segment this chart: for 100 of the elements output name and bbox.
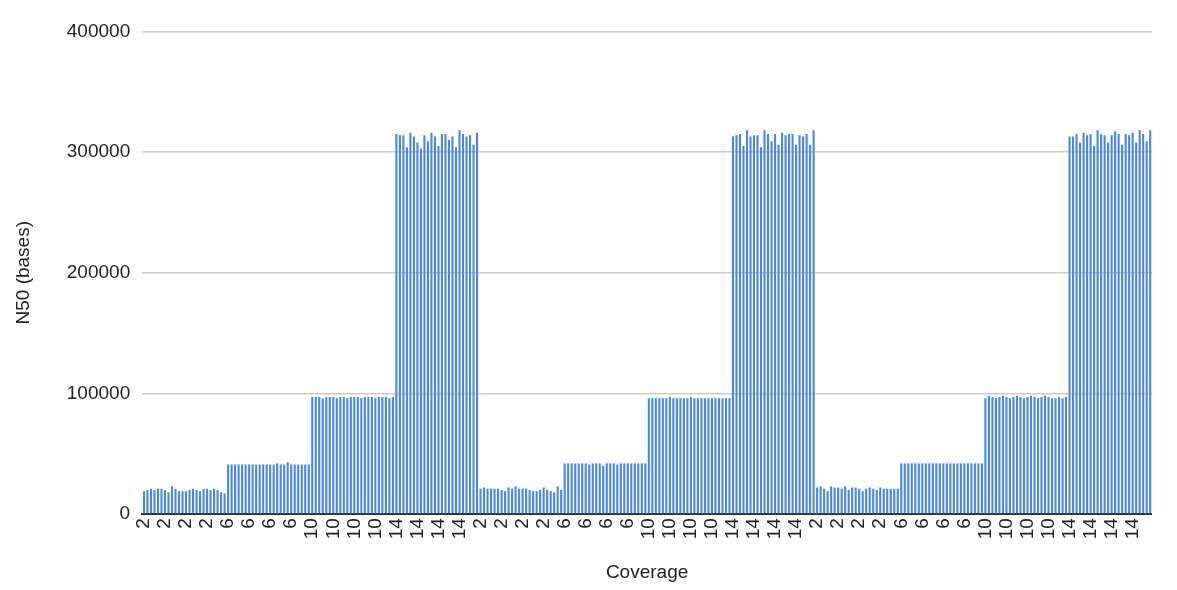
- bar: [752, 135, 756, 514]
- bar: [994, 398, 997, 514]
- bar: [966, 463, 969, 514]
- bar: [865, 488, 868, 514]
- bar: [1040, 397, 1043, 514]
- x-tick-label: 2: [805, 518, 827, 529]
- bar: [791, 133, 794, 514]
- bar: [1026, 397, 1029, 514]
- bar: [1138, 130, 1141, 514]
- bar: [766, 133, 770, 514]
- x-tick-label: 14: [384, 517, 406, 540]
- bar: [339, 397, 342, 514]
- bar: [1128, 135, 1131, 514]
- bar: [297, 464, 300, 514]
- x-axis-title: Coverage: [605, 560, 689, 582]
- bar: [1043, 395, 1047, 514]
- x-tick-label: 6: [889, 518, 911, 529]
- bar: [149, 488, 153, 514]
- bar: [858, 488, 861, 514]
- bar: [318, 397, 321, 514]
- bar: [255, 464, 258, 514]
- bar: [430, 132, 433, 514]
- bar: [160, 488, 163, 514]
- bar: [1100, 133, 1103, 514]
- x-tick-label: 6: [952, 518, 974, 529]
- y-axis-title: N50 (bases): [11, 220, 33, 325]
- bar: [163, 489, 167, 514]
- x-tick-label: 6: [594, 518, 616, 529]
- bar: [367, 397, 370, 514]
- bar: [475, 132, 479, 514]
- bar: [1096, 130, 1099, 514]
- y-tick-label: 0: [119, 502, 131, 524]
- x-tick-label: 10: [679, 518, 701, 540]
- x-tick-label: 10: [700, 518, 722, 540]
- x-tick-label: 14: [721, 517, 743, 540]
- bar: [784, 135, 787, 514]
- bar: [1033, 397, 1036, 514]
- x-tick-label: 14: [742, 517, 764, 540]
- bar: [844, 486, 847, 514]
- bar: [146, 489, 149, 514]
- bar: [398, 135, 401, 514]
- bar: [181, 491, 184, 514]
- bar: [377, 397, 380, 514]
- bar: [1075, 133, 1078, 514]
- bar: [724, 398, 728, 514]
- bar: [553, 492, 556, 514]
- bar: [304, 464, 307, 514]
- bar: [1089, 133, 1092, 514]
- bar: [872, 488, 875, 514]
- bar: [433, 136, 437, 514]
- bar: [903, 463, 906, 514]
- bar: [910, 463, 913, 514]
- bar: [781, 132, 784, 514]
- x-tick-label: 6: [237, 518, 259, 529]
- bar: [788, 133, 791, 514]
- bar: [241, 464, 244, 514]
- bar: [237, 464, 240, 514]
- bar: [549, 491, 552, 514]
- bar: [1110, 135, 1113, 514]
- bar: [300, 464, 303, 514]
- y-tick-label: 400000: [66, 19, 131, 41]
- bar: [272, 464, 275, 514]
- bar: [286, 462, 289, 514]
- bar: [626, 463, 629, 514]
- bar: [693, 398, 696, 514]
- bar: [1114, 131, 1117, 514]
- bar: [679, 398, 682, 514]
- bar: [251, 464, 254, 514]
- x-tick-label: 6: [616, 518, 638, 529]
- bar: [1131, 132, 1134, 514]
- bar: [504, 491, 507, 514]
- bar: [332, 397, 335, 514]
- bar: [142, 491, 146, 514]
- bar: [973, 463, 976, 514]
- bar: [847, 489, 850, 514]
- bar: [640, 463, 643, 514]
- x-tick-label: 10: [994, 518, 1016, 540]
- bar: [581, 463, 584, 514]
- bar: [917, 463, 920, 514]
- bar: [774, 133, 777, 514]
- bar: [1008, 398, 1012, 514]
- bar: [199, 491, 202, 514]
- bar: [402, 135, 405, 514]
- bar: [563, 463, 566, 514]
- bar: [861, 491, 864, 514]
- bar: [819, 486, 822, 514]
- bar: [325, 397, 328, 514]
- bar: [959, 463, 962, 514]
- bar: [717, 398, 720, 514]
- bar: [707, 398, 710, 514]
- bar: [1019, 397, 1022, 514]
- bar: [213, 488, 216, 514]
- bar: [1072, 136, 1075, 514]
- bar: [156, 488, 160, 514]
- bar: [500, 489, 503, 514]
- x-tick-label: 6: [910, 518, 932, 529]
- x-tick-label: 10: [637, 518, 659, 540]
- bar: [191, 488, 195, 514]
- bar: [1054, 398, 1057, 514]
- x-tick-label: 14: [1099, 517, 1121, 540]
